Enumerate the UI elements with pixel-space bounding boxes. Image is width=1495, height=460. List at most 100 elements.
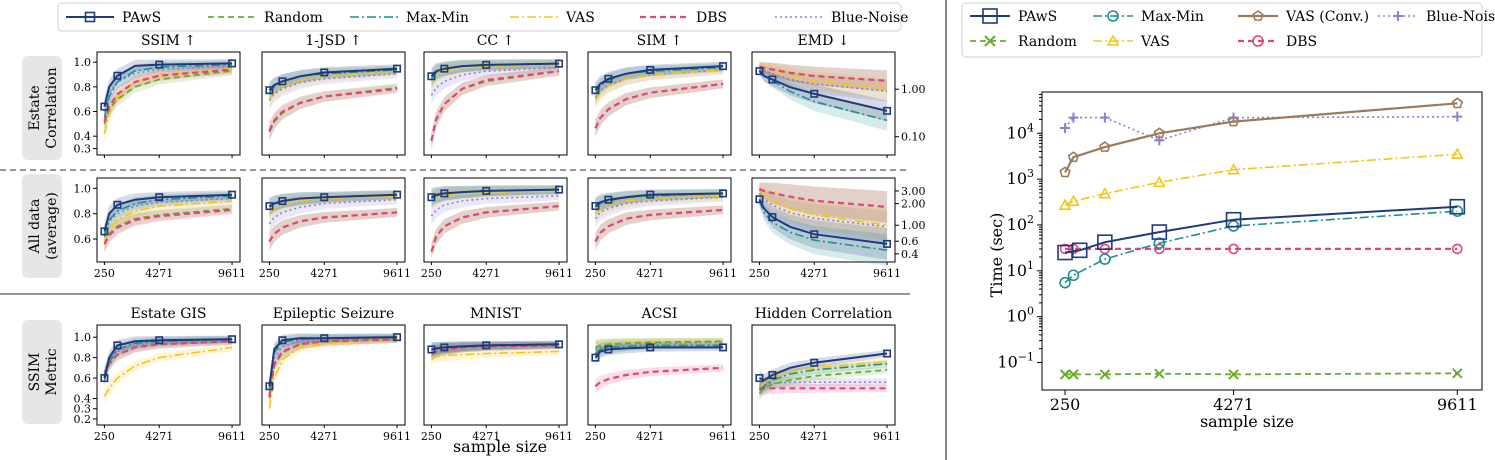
- point-paws: [768, 213, 777, 222]
- x-tick-label: 4271: [310, 430, 338, 443]
- band-paws: [759, 193, 888, 260]
- point-vas-conv: [1059, 166, 1071, 178]
- point-paws: [810, 358, 819, 367]
- point-paws: [1449, 198, 1466, 215]
- point-paws: [427, 193, 436, 202]
- point-paws: [278, 336, 287, 345]
- series-paws: [103, 338, 233, 379]
- series-max-min: [103, 63, 233, 118]
- series-dbs: [430, 205, 560, 253]
- point-random: [1228, 369, 1239, 380]
- x-tick-label: 9611: [383, 430, 411, 443]
- legend-label-vas: VAS: [565, 10, 595, 26]
- band-blue-noise: [431, 191, 560, 226]
- panel-title: MNIST: [470, 306, 522, 322]
- band-blue-noise: [104, 61, 233, 121]
- band-random: [595, 205, 724, 251]
- point-blue-noise: [1452, 111, 1463, 122]
- panel-r0-ssim: SSIM ↑ 1.0 0.8 0.6 0.40.3: [74, 33, 241, 158]
- band-dbs: [595, 364, 724, 394]
- series-paws: [758, 70, 888, 112]
- legend-label-random: Random: [264, 10, 323, 26]
- point-paws: [719, 343, 728, 352]
- band-dbs: [595, 205, 724, 251]
- series-paws: [594, 346, 724, 359]
- y-tick-label: 0.6: [74, 372, 92, 385]
- point-paws: [278, 197, 287, 206]
- legend-label-max-min: Max-Min: [1141, 9, 1204, 25]
- band-vas: [759, 183, 888, 242]
- legend-left-frame: [57, 2, 902, 32]
- y-tick-label: 0.6: [74, 106, 92, 119]
- y-tick-label: 101: [1007, 259, 1034, 280]
- point-paws: [228, 190, 237, 199]
- panel-frame: [96, 177, 241, 263]
- point-paws: [265, 382, 274, 391]
- band-random: [269, 335, 398, 406]
- right-y-axis-label: Time (sec): [987, 213, 1006, 298]
- series-dbs: [594, 208, 724, 243]
- y-tick-label: 0.4: [74, 130, 92, 143]
- row-label-box-1: [22, 174, 62, 278]
- legend-label-random: Random: [1018, 34, 1077, 50]
- point-paws: [100, 102, 109, 111]
- point-paws: [1151, 224, 1168, 240]
- point-paws: [604, 74, 613, 83]
- x-tick-label: 250: [1050, 395, 1081, 414]
- legend-label-dbs: DBS: [1286, 34, 1317, 50]
- panel-r1-jsd: 250 4271 9611: [259, 177, 411, 280]
- point-vas: [1058, 198, 1072, 210]
- point-random: [1059, 369, 1071, 380]
- point-paws: [427, 345, 436, 354]
- y-tick-label: 104: [1007, 121, 1034, 142]
- separators: [0, 0, 947, 460]
- point-vas-conv: [1451, 97, 1464, 109]
- point-paws: [591, 353, 600, 362]
- band-vas: [104, 343, 233, 404]
- point-dbs: [1154, 243, 1165, 255]
- series-paws: [594, 65, 724, 91]
- point-paws: [604, 195, 613, 204]
- x-tick-label: 9611: [545, 430, 573, 443]
- point-paws: [883, 106, 892, 115]
- band-paws: [595, 189, 724, 215]
- x-tick-label: 4271: [310, 267, 338, 280]
- band-blue-noise: [759, 377, 888, 394]
- point-paws: [591, 202, 600, 211]
- x-tick-label: 4271: [145, 430, 173, 443]
- panel-r1-ssim: 1.0 0.8 0.6 250 4271 9611: [74, 177, 246, 280]
- x-tick-label: 9611: [1437, 395, 1478, 414]
- y-tick-label: 100: [1007, 305, 1034, 326]
- y-tick-label: 0.10: [901, 131, 926, 144]
- panel-r2-acsi: ACSI 250 4271 9611: [585, 306, 737, 443]
- point-paws: [278, 77, 287, 86]
- x-tick-label: 9611: [383, 267, 411, 280]
- panel-title: 1-JSD ↑: [305, 33, 361, 49]
- series-blue-noise: [1064, 115, 1458, 142]
- y-tick-label: 3.00: [901, 185, 926, 198]
- point-max-min: [1153, 237, 1166, 249]
- band-random: [104, 204, 233, 253]
- y-tick-label: 0.8: [74, 208, 92, 221]
- legend-label-max-min: Max-Min: [406, 10, 469, 26]
- panel-r2-hidden: Hidden Correlation 250 4271 9611: [749, 306, 901, 443]
- point-max-min: [1451, 205, 1464, 217]
- point-vas: [1152, 175, 1166, 188]
- series-paws: [1064, 205, 1458, 254]
- point-paws: [755, 67, 764, 76]
- point-random: [1452, 368, 1463, 379]
- y-tick-label: 0.4: [74, 393, 92, 406]
- x-tick-label: 250: [749, 430, 770, 443]
- point-paws: [883, 239, 892, 248]
- row-label-line2: Metric: [44, 348, 60, 395]
- point-paws: [155, 336, 164, 345]
- series-vas: [758, 189, 888, 226]
- point-paws: [320, 193, 329, 202]
- band-max-min: [269, 65, 398, 102]
- band-random: [759, 182, 888, 223]
- x-tick-label: 4271: [145, 267, 173, 280]
- band-paws: [104, 335, 233, 386]
- point-paws: [755, 195, 764, 204]
- x-tick-label: 250: [94, 267, 115, 280]
